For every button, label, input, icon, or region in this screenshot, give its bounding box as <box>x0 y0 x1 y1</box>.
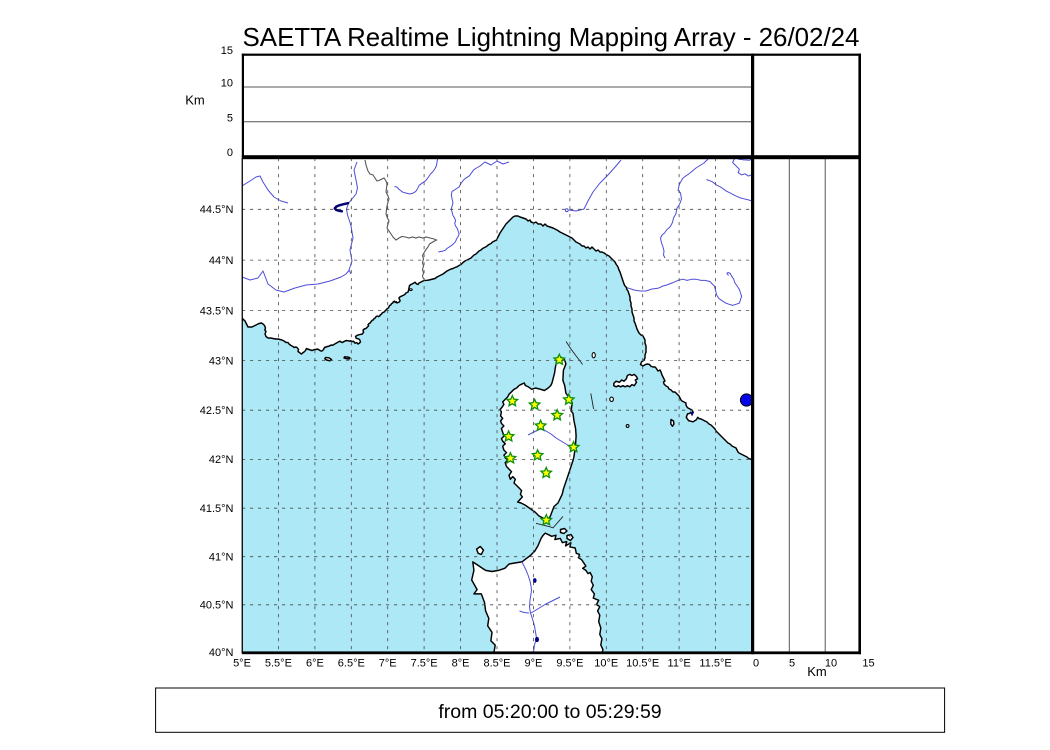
svg-text:44°N: 44°N <box>209 255 234 267</box>
svg-text:40.5°N: 40.5°N <box>200 600 234 612</box>
svg-text:5°E: 5°E <box>233 658 251 670</box>
svg-text:9.5°E: 9.5°E <box>556 658 583 670</box>
svg-text:41.5°N: 41.5°N <box>200 503 234 515</box>
svg-text:5: 5 <box>789 658 795 670</box>
svg-text:Km: Km <box>185 93 205 108</box>
svg-text:8.5°E: 8.5°E <box>483 658 510 670</box>
svg-text:10.5°E: 10.5°E <box>626 658 659 670</box>
svg-text:15: 15 <box>862 658 874 670</box>
svg-text:9°E: 9°E <box>524 658 542 670</box>
svg-text:10: 10 <box>221 78 233 90</box>
svg-text:6.5°E: 6.5°E <box>338 658 365 670</box>
svg-text:8°E: 8°E <box>452 658 470 670</box>
svg-text:11°E: 11°E <box>668 658 691 670</box>
svg-text:0: 0 <box>753 658 759 670</box>
svg-text:11.5°E: 11.5°E <box>699 658 731 670</box>
svg-text:42°N: 42°N <box>209 454 234 466</box>
svg-text:5.5°E: 5.5°E <box>265 658 292 670</box>
svg-text:43.5°N: 43.5°N <box>200 305 234 317</box>
svg-text:41°N: 41°N <box>209 551 234 563</box>
svg-text:6°E: 6°E <box>306 658 324 670</box>
svg-text:10: 10 <box>825 658 837 670</box>
svg-text:43°N: 43°N <box>209 355 234 367</box>
svg-text:15: 15 <box>221 45 233 57</box>
svg-text:from 05:20:00 to 05:29:59: from 05:20:00 to 05:29:59 <box>438 701 661 723</box>
svg-text:7.5°E: 7.5°E <box>411 658 438 670</box>
svg-text:42.5°N: 42.5°N <box>200 405 234 417</box>
svg-text:44.5°N: 44.5°N <box>200 204 234 216</box>
svg-text:10°E: 10°E <box>594 658 618 670</box>
svg-text:7°E: 7°E <box>379 658 397 670</box>
svg-text:0: 0 <box>227 147 233 159</box>
svg-text:SAETTA Realtime Lightning Mapp: SAETTA Realtime Lightning Mapping Array … <box>243 24 860 52</box>
svg-text:40°N: 40°N <box>209 647 234 659</box>
svg-text:5: 5 <box>227 112 233 124</box>
svg-text:Km: Km <box>807 664 827 679</box>
